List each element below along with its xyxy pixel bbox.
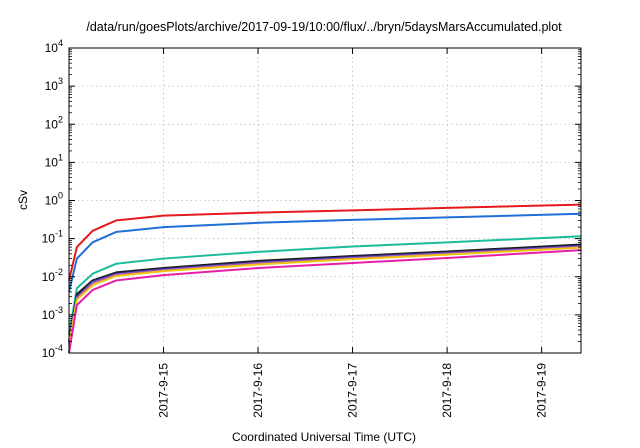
chart-title: /data/run/goesPlots/archive/2017-09-19/1… bbox=[86, 20, 562, 34]
series-line-8 bbox=[68, 249, 582, 354]
y-tick-exponent: 4 bbox=[58, 38, 63, 48]
series-line-2 bbox=[68, 212, 582, 293]
y-tick-label: 102 bbox=[45, 114, 63, 131]
y-tick-exponent: 1 bbox=[58, 152, 63, 162]
y-axis-label: cSv bbox=[16, 190, 30, 210]
x-tick-label: 2017-9-15 bbox=[157, 363, 171, 418]
y-tick-exponent: -3 bbox=[55, 305, 63, 315]
y-tick-exponent: 0 bbox=[58, 191, 63, 201]
series-line-3 bbox=[68, 235, 582, 335]
series-line-7 bbox=[68, 246, 582, 347]
x-tick-label: 2017-9-16 bbox=[251, 363, 265, 418]
x-axis: 2017-9-15 2017-9-16 2017-9-17 2017-9-18 2017… bbox=[157, 48, 549, 418]
series-line-6 bbox=[68, 245, 582, 344]
x-tick-label: 2017-9-19 bbox=[535, 363, 549, 418]
y-tick-label: 10-4 bbox=[42, 343, 63, 360]
x-axis-label: Coordinated Universal Time (UTC) bbox=[232, 430, 416, 444]
x-tick-label: 2017-9-17 bbox=[346, 363, 360, 418]
y-tick-exponent: -2 bbox=[55, 267, 63, 277]
y-tick-label: 10-3 bbox=[42, 305, 63, 322]
series-group bbox=[68, 203, 582, 354]
y-tick-label: 101 bbox=[45, 152, 63, 169]
y-tick-exponent: 3 bbox=[58, 76, 63, 86]
y-tick-exponent: -4 bbox=[55, 343, 63, 353]
y-tick-label: 104 bbox=[45, 38, 63, 55]
series-line-1 bbox=[68, 203, 582, 281]
y-tick-exponent: -1 bbox=[55, 229, 63, 239]
y-tick-label: 10-1 bbox=[42, 229, 63, 246]
y-tick-label: 103 bbox=[45, 76, 63, 93]
grid bbox=[69, 48, 581, 353]
y-tick-label: 10-2 bbox=[42, 267, 63, 284]
y-tick-label: 100 bbox=[45, 191, 63, 208]
y-tick-exponent: 2 bbox=[58, 114, 63, 124]
x-tick-label: 2017-9-18 bbox=[440, 363, 454, 418]
series-line-4 bbox=[68, 243, 582, 342]
